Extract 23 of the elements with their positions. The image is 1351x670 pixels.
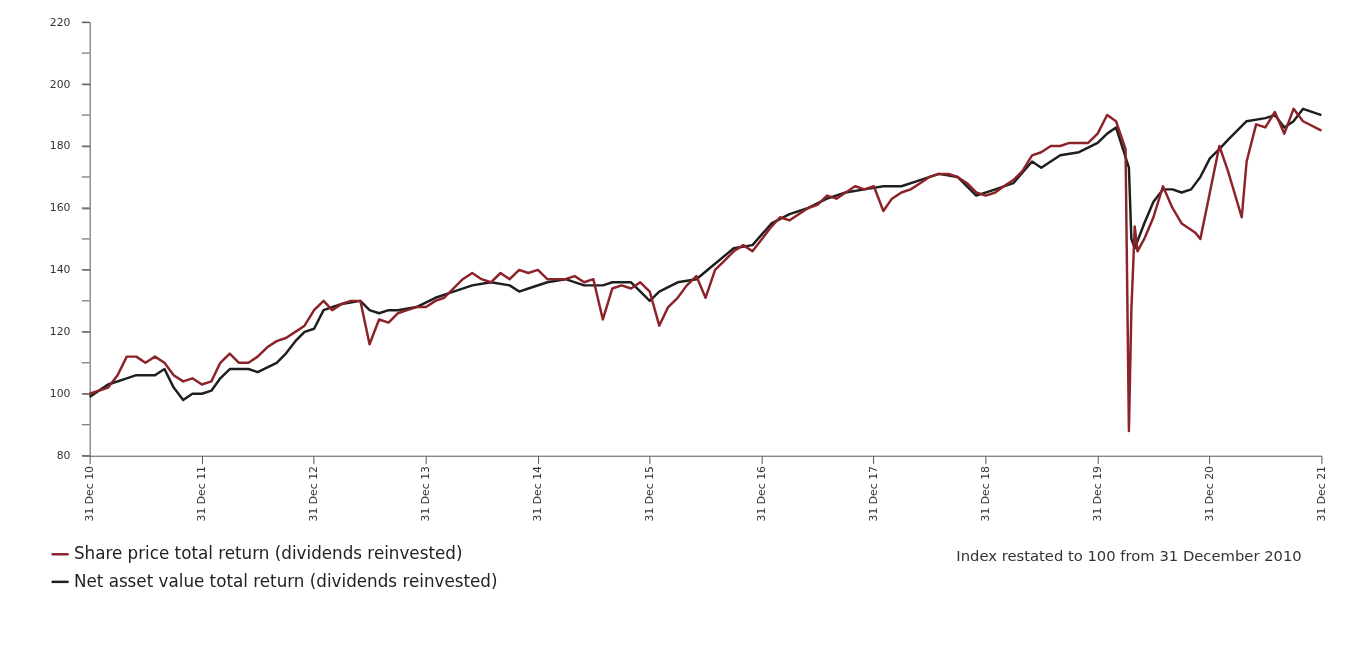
text: Index restated to 100 from 31 December 2010 (956, 547, 1302, 565)
legend-label: Share price total return (dividends reinvested) (73, 543, 463, 564)
y-tick-label: 180 (49, 139, 71, 153)
y-tick-label: 220 (49, 15, 71, 29)
y-tick-label: 120 (49, 325, 71, 339)
y-tick-label: 200 (49, 77, 71, 91)
x-tick-label: 31 Dec 21 (1314, 466, 1328, 522)
y-tick-label: 80 (56, 449, 71, 463)
x-tick-label: 31 Dec 18 (978, 465, 992, 522)
x-tick-label: 31 Dec 19 (1090, 465, 1104, 522)
x-tick-label: 31 Dec 10 (83, 465, 97, 522)
y-tick-label: 100 (49, 387, 71, 401)
y-tick-label: 160 (49, 201, 71, 215)
x-tick-label: 31 Dec 16 (755, 465, 769, 522)
x-tick-label: 31 Dec 14 (531, 465, 545, 522)
x-tick-label: 31 Dec 20 (1202, 465, 1216, 522)
x-tick-label: 31 Dec 17 (867, 466, 880, 522)
x-tick-label: 31 Dec 13 (419, 465, 433, 522)
x-tick-label: 31 Dec 15 (642, 466, 656, 522)
legend-label: Net asset value total return (dividends reinvested) (73, 570, 498, 591)
y-tick-label: 140 (49, 263, 71, 277)
x-tick-label: 31 Dec 11 (195, 466, 209, 522)
x-tick-label: 31 Dec 12 (307, 466, 321, 522)
